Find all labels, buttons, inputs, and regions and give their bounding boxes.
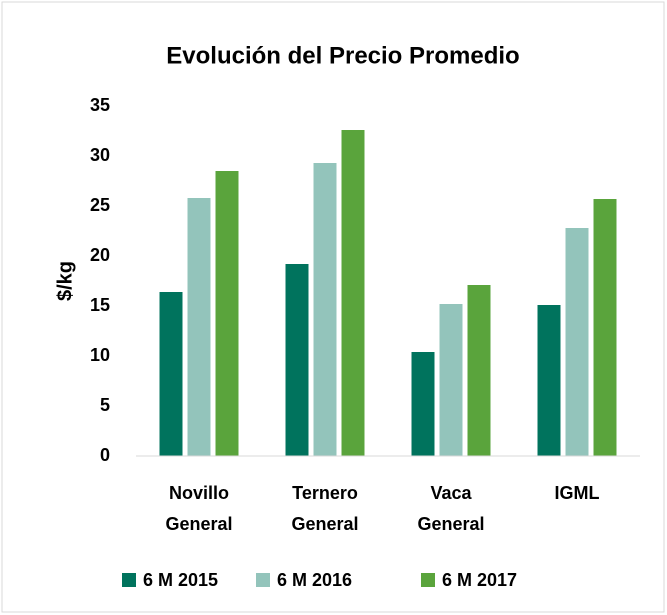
legend-swatch: [122, 573, 136, 587]
x-tick-label: Ternero General: [291, 483, 358, 534]
y-tick-label: 0: [100, 445, 110, 465]
bar: [215, 171, 239, 456]
y-tick-label: 35: [90, 95, 110, 115]
y-tick-label: 10: [90, 345, 110, 365]
chart-title: Evolución del Precio Promedio: [166, 42, 519, 69]
y-axis-label: $/kg: [54, 261, 76, 301]
y-tick-label: 20: [90, 245, 110, 265]
bar: [565, 228, 589, 456]
y-tick-label: 30: [90, 145, 110, 165]
bar: [537, 305, 561, 456]
x-tick-label: Vaca General: [417, 483, 484, 534]
bar: [439, 304, 463, 456]
legend-swatch: [256, 573, 270, 587]
bar: [285, 264, 309, 456]
bar: [187, 198, 211, 456]
bar: [341, 130, 365, 456]
x-tick-label: IGML: [555, 483, 600, 503]
bar: [313, 163, 337, 456]
bar: [593, 199, 617, 456]
legend-swatch: [421, 573, 435, 587]
x-tick-label: Novillo General: [165, 483, 232, 534]
y-tick-label: 5: [100, 395, 110, 415]
legend-label: 6 M 2016: [277, 570, 352, 590]
legend-label: 6 M 2017: [442, 570, 517, 590]
bar: [467, 285, 491, 456]
legend-label: 6 M 2015: [143, 570, 218, 590]
y-tick-label: 15: [90, 295, 110, 315]
bar: [411, 352, 435, 456]
bar: [159, 292, 183, 456]
y-tick-label: 25: [90, 195, 110, 215]
